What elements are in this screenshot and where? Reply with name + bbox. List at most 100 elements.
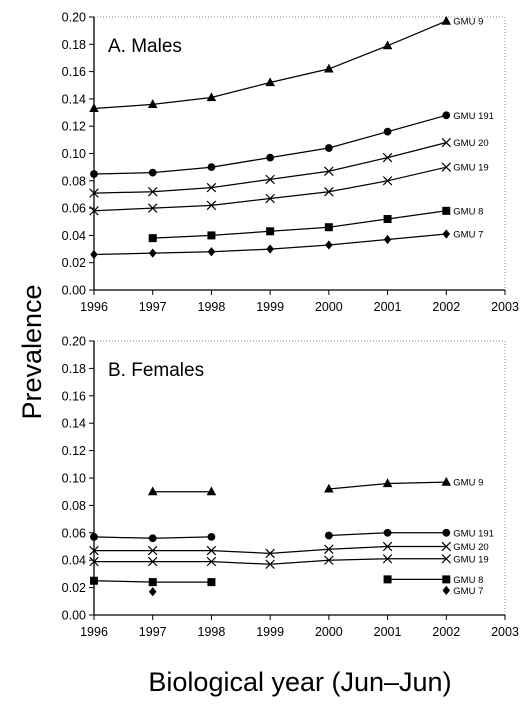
y-tick-label: 0.08 [62, 174, 86, 188]
x-tick-label: 2000 [315, 625, 343, 639]
panel-males: 0.00 0.02 0.04 0.06 0.08 0.10 0.12 0.14 0.16 0.18… [62, 11, 519, 315]
data-point-gmu-191 [148, 534, 157, 543]
data-point-gmu-20 [382, 152, 393, 163]
data-point-gmu-7 [383, 234, 392, 245]
series-label-gmu-8: GMU 8 [453, 206, 483, 217]
data-point-gmu-19 [147, 203, 158, 213]
series-line-gmu-20 [93, 141, 447, 194]
series-label-gmu-9: GMU 9 [453, 17, 483, 28]
data-point-gmu-7 [207, 247, 216, 257]
y-tick-label: 0.16 [62, 65, 86, 79]
data-point-gmu-19 [324, 186, 334, 197]
data-point-gmu-8 [324, 223, 333, 232]
y-tick-label: 0.02 [62, 581, 86, 595]
data-point-gmu-9 [441, 476, 452, 486]
y-tick-label: 0.16 [62, 389, 86, 403]
data-point-gmu-191 [207, 533, 216, 541]
data-point-gmu-191 [148, 168, 157, 177]
panel-females: 0.00 0.02 0.04 0.06 0.08 0.10 0.12 0.14 0.16 0.18… [62, 335, 519, 640]
data-point-gmu-8 [266, 227, 275, 236]
y-tick-label: 0.18 [62, 362, 86, 376]
data-point-gmu-8 [207, 231, 216, 240]
data-point-gmu-19 [382, 554, 393, 564]
data-point-gmu-19 [89, 556, 99, 567]
series-gmu-9: GMU 9 [89, 15, 483, 113]
data-point-gmu-191 [90, 170, 98, 178]
data-point-gmu-20 [324, 166, 334, 176]
x-tick-label: 2001 [374, 625, 402, 639]
series-label-gmu-9: GMU 9 [453, 478, 483, 489]
x-tick-label: 1996 [80, 625, 108, 639]
y-tick-label: 0.12 [62, 444, 86, 458]
data-point-gmu-191 [90, 533, 98, 541]
series-gmu-20: GMU 20 [89, 541, 489, 559]
y-tick-label: 0.10 [62, 147, 86, 161]
series-line-gmu-8 [152, 210, 447, 239]
data-point-gmu-191 [442, 528, 451, 537]
series-line-gmu-19 [93, 166, 447, 212]
y-tick-label: 0.06 [62, 526, 86, 540]
data-point-gmu-19 [324, 555, 334, 565]
y-tick-label: 0.08 [62, 499, 86, 513]
data-point-gmu-9 [324, 63, 334, 73]
data-point-gmu-9 [147, 99, 158, 108]
x-tick-label: 2003 [491, 625, 519, 639]
series-label-gmu-20: GMU 20 [453, 542, 488, 553]
data-point-gmu-20 [382, 541, 393, 552]
data-point-gmu-7 [325, 240, 333, 250]
data-point-gmu-191 [324, 531, 333, 540]
data-point-gmu-9 [89, 103, 99, 113]
series-gmu-9: GMU 9 [147, 476, 483, 496]
series-label-gmu-7: GMU 7 [453, 586, 483, 597]
series-label-gmu-19: GMU 19 [453, 554, 488, 565]
series-label-gmu-191: GMU 191 [453, 111, 494, 122]
series-line-gmu-20 [94, 545, 447, 555]
x-axis-label: Biological year (Jun–Jun) [148, 667, 451, 697]
series-label-gmu-7: GMU 7 [453, 230, 483, 241]
y-tick-label: 0.18 [62, 38, 86, 52]
series-label-gmu-20: GMU 20 [453, 138, 488, 149]
y-tick-label: 0.00 [62, 609, 86, 623]
data-point-gmu-20 [324, 544, 334, 554]
x-tick-label: 1997 [139, 625, 167, 639]
data-point-gmu-8 [207, 578, 216, 587]
series-gmu-8: GMU 8 [90, 575, 483, 587]
data-point-gmu-19 [265, 559, 275, 570]
x-tick-label: 1999 [256, 300, 284, 314]
data-point-gmu-19 [441, 554, 452, 564]
data-point-gmu-8 [383, 575, 392, 584]
series-gmu-7: GMU 7 [90, 229, 483, 260]
data-point-gmu-8 [442, 575, 451, 584]
data-point-gmu-191 [383, 528, 392, 537]
data-point-gmu-20 [265, 174, 275, 185]
y-tick-label: 0.14 [62, 92, 86, 106]
data-point-gmu-9 [265, 77, 275, 87]
x-tick-label: 2001 [374, 300, 402, 314]
y-tick-label: 0.10 [62, 472, 86, 486]
data-point-gmu-20 [265, 548, 275, 559]
data-point-gmu-19 [206, 200, 217, 211]
data-point-gmu-7 [442, 229, 451, 239]
x-tick-label: 2002 [432, 625, 460, 639]
data-point-gmu-20 [147, 186, 158, 197]
series-gmu-19: GMU 19 [89, 162, 489, 216]
y-axis-label: Prevalence [17, 284, 47, 419]
data-point-gmu-8 [383, 215, 392, 224]
series-gmu-191: GMU 191 [90, 111, 494, 178]
series-label-gmu-191: GMU 191 [453, 528, 494, 539]
y-tick-label: 0.12 [62, 120, 86, 134]
data-point-gmu-8 [148, 234, 157, 243]
data-point-gmu-191 [383, 127, 392, 136]
x-tick-label: 2000 [315, 300, 343, 314]
data-point-gmu-8 [442, 206, 451, 215]
data-point-gmu-7 [442, 585, 451, 595]
x-tick-label: 2003 [491, 300, 519, 314]
data-point-gmu-19 [265, 193, 275, 204]
data-point-gmu-20 [89, 188, 99, 198]
x-tick-label: 2002 [432, 300, 460, 314]
data-point-gmu-191 [324, 144, 333, 152]
data-point-gmu-19 [441, 162, 452, 172]
y-tick-label: 0.20 [62, 335, 86, 349]
data-point-gmu-20 [89, 545, 99, 556]
data-point-gmu-20 [441, 541, 452, 552]
